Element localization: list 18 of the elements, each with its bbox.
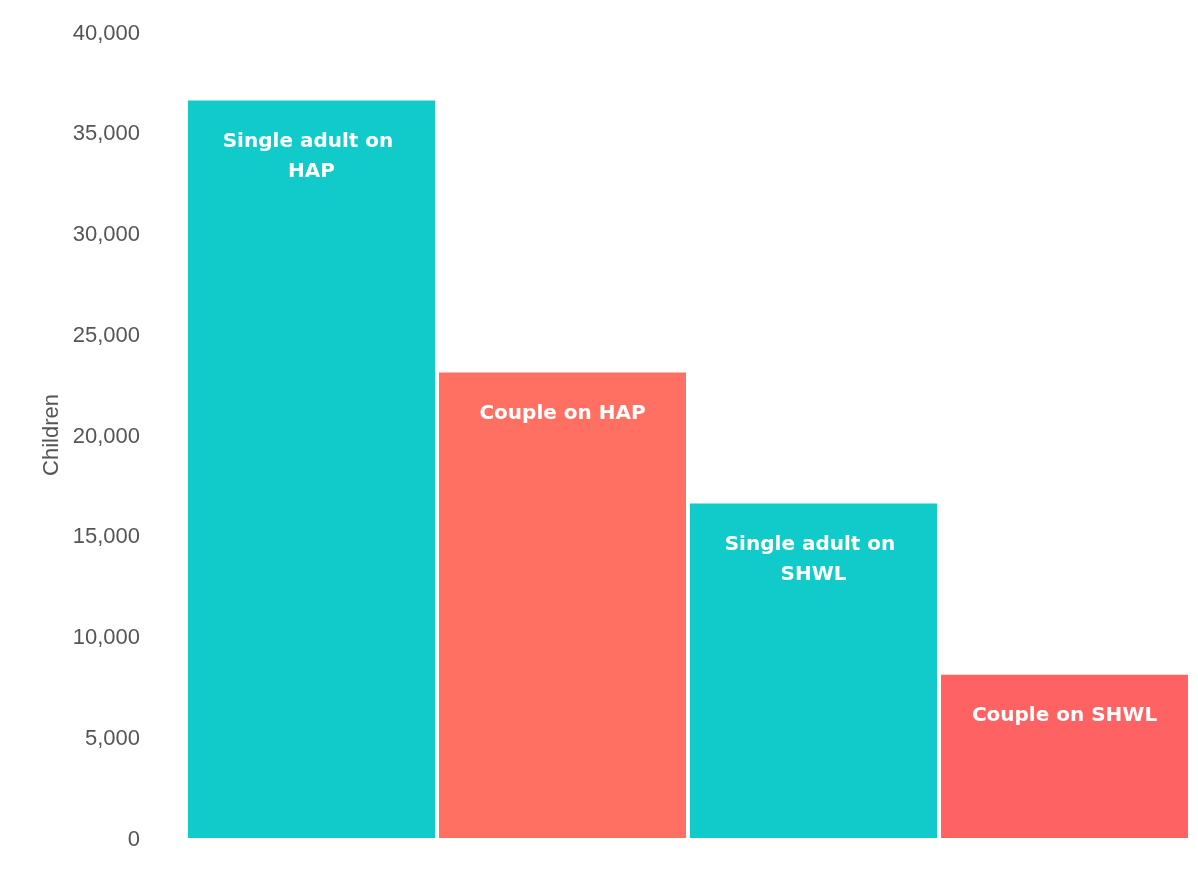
x-tick-label: Single adult on SHWL xyxy=(724,530,903,585)
y-tick-label: 15,000 xyxy=(72,523,140,549)
bar xyxy=(941,674,1188,838)
y-tick-label: 20,000 xyxy=(72,422,140,448)
y-tick-label: 0 xyxy=(127,825,140,851)
y-tick-label: 30,000 xyxy=(72,221,140,246)
bar xyxy=(188,100,435,838)
y-tick-label: 5,000 xyxy=(84,724,140,750)
x-tick-label: Couple on HAP xyxy=(479,399,646,424)
y-tick-label: 35,000 xyxy=(72,120,140,146)
bar xyxy=(439,372,686,838)
bar xyxy=(690,503,937,838)
y-tick-label: 25,000 xyxy=(72,321,140,347)
y-tick-label: 40,000 xyxy=(72,19,140,45)
y-tick-label: 10,000 xyxy=(72,624,140,649)
y-axis-title: Children xyxy=(38,394,64,476)
x-tick-label: Single adult on HAP xyxy=(222,127,401,182)
x-tick-label: Couple on SHWL xyxy=(971,701,1158,726)
